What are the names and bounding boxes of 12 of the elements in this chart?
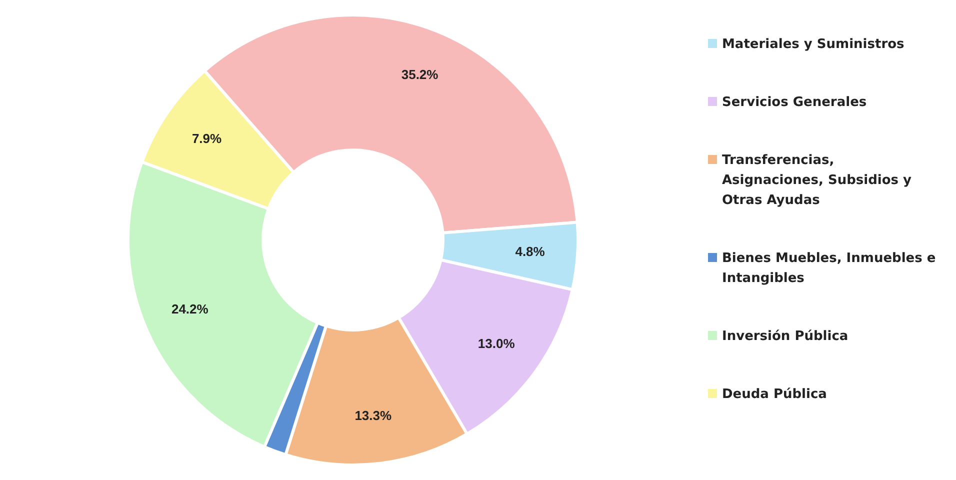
data-label: 13.3% [354, 408, 392, 423]
data-label: 4.8% [515, 244, 546, 260]
data-label: 24.2% [171, 302, 209, 317]
data-label: 7.9% [192, 130, 222, 146]
legend-label: Transferencias, Asignaciones, Subsidios y Otras Ayudas [722, 153, 912, 208]
legend-label: Inversión Pública [722, 329, 848, 344]
legend-label: Bienes Muebles, Inmuebles e Intangibles [722, 251, 936, 286]
data-label: 35.2% [401, 66, 439, 82]
legend-label: Materiales y Suministros [722, 37, 905, 52]
legend-label: Servicios Generales [722, 95, 867, 110]
legend-label: Deuda Pública [722, 387, 827, 402]
data-label: 13.0% [478, 336, 516, 352]
